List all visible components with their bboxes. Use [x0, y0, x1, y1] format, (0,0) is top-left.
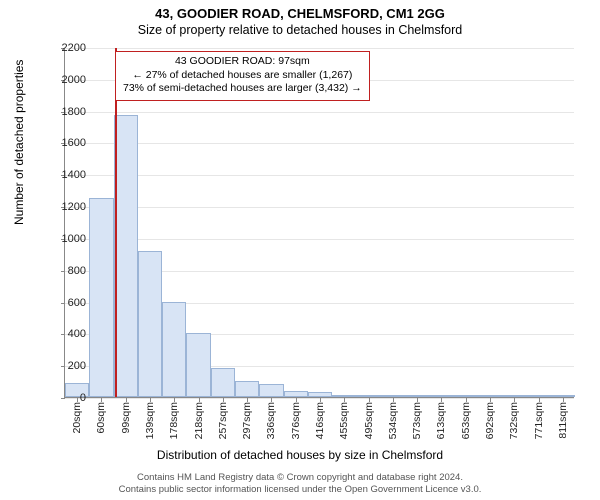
histogram-bar — [551, 395, 575, 397]
chart-area: 20sqm60sqm99sqm139sqm178sqm218sqm257sqm2… — [64, 48, 574, 398]
y-tick-label: 400 — [46, 328, 86, 340]
histogram-bar — [89, 198, 113, 397]
histogram-bar — [259, 384, 283, 397]
histogram-bar — [356, 395, 380, 397]
histogram-bar — [308, 392, 332, 397]
histogram-bar — [332, 395, 356, 397]
histogram-bar — [235, 381, 259, 397]
histogram-bar — [211, 368, 235, 397]
x-tick-label: 60sqm — [95, 402, 107, 434]
callout-line: 73% of semi-detached houses are larger (… — [123, 82, 362, 96]
y-tick-label: 1200 — [46, 201, 86, 213]
histogram-bar — [114, 115, 138, 397]
x-tick-label: 771sqm — [533, 402, 545, 439]
y-tick-label: 2000 — [46, 74, 86, 86]
x-tick-label: 573sqm — [411, 402, 423, 439]
y-tick-label: 0 — [46, 392, 86, 404]
gridline — [65, 207, 574, 208]
footer-attribution: Contains HM Land Registry data © Crown c… — [0, 472, 600, 496]
gridline — [65, 48, 574, 49]
x-tick-label: 653sqm — [460, 402, 472, 439]
histogram-bar — [138, 251, 162, 397]
y-tick-label: 600 — [46, 297, 86, 309]
x-tick-label: 811sqm — [557, 402, 569, 439]
y-tick-label: 1800 — [46, 106, 86, 118]
gridline — [65, 112, 574, 113]
histogram-bar — [429, 395, 453, 397]
y-tick-label: 1600 — [46, 137, 86, 149]
histogram-bar — [381, 395, 405, 397]
callout-line: 43 GOODIER ROAD: 97sqm — [123, 55, 362, 69]
y-tick-label: 800 — [46, 265, 86, 277]
y-tick-label: 2200 — [46, 42, 86, 54]
y-tick-label: 1400 — [46, 169, 86, 181]
x-tick-label: 139sqm — [144, 402, 156, 439]
y-tick-label: 1000 — [46, 233, 86, 245]
gridline — [65, 239, 574, 240]
x-tick-label: 455sqm — [338, 402, 350, 439]
x-tick-label: 178sqm — [168, 402, 180, 439]
x-tick-label: 218sqm — [193, 402, 205, 439]
x-tick-label: 732sqm — [508, 402, 520, 439]
histogram-bar — [454, 395, 478, 397]
property-callout: 43 GOODIER ROAD: 97sqm← 27% of detached … — [115, 51, 370, 101]
footer-line-2: Contains public sector information licen… — [0, 484, 600, 496]
x-tick-label: 297sqm — [241, 402, 253, 439]
x-tick-label: 257sqm — [217, 402, 229, 439]
histogram-bar — [284, 391, 308, 397]
plot-area: 20sqm60sqm99sqm139sqm178sqm218sqm257sqm2… — [64, 48, 574, 398]
histogram-bar — [478, 395, 502, 397]
histogram-bar — [526, 395, 550, 397]
x-axis-label: Distribution of detached houses by size … — [0, 448, 600, 462]
x-tick-label: 692sqm — [484, 402, 496, 439]
y-axis-label: Number of detached properties — [12, 60, 26, 225]
x-tick-label: 20sqm — [71, 402, 83, 434]
gridline — [65, 143, 574, 144]
x-tick-label: 495sqm — [363, 402, 375, 439]
histogram-bar — [162, 302, 186, 397]
x-tick-label: 534sqm — [387, 402, 399, 439]
y-tick-label: 200 — [46, 360, 86, 372]
x-tick-label: 613sqm — [435, 402, 447, 439]
page-subtitle: Size of property relative to detached ho… — [0, 23, 600, 37]
histogram-bar — [502, 395, 526, 397]
x-tick-label: 416sqm — [314, 402, 326, 439]
gridline — [65, 175, 574, 176]
x-tick-label: 336sqm — [265, 402, 277, 439]
chart-container: 43, GOODIER ROAD, CHELMSFORD, CM1 2GG Si… — [0, 0, 600, 500]
histogram-bar — [405, 395, 429, 397]
x-tick-label: 99sqm — [120, 402, 132, 434]
histogram-bar — [186, 333, 210, 397]
callout-line: ← 27% of detached houses are smaller (1,… — [123, 69, 362, 83]
x-tick-label: 376sqm — [290, 402, 302, 439]
footer-line-1: Contains HM Land Registry data © Crown c… — [0, 472, 600, 484]
page-title: 43, GOODIER ROAD, CHELMSFORD, CM1 2GG — [0, 0, 600, 21]
